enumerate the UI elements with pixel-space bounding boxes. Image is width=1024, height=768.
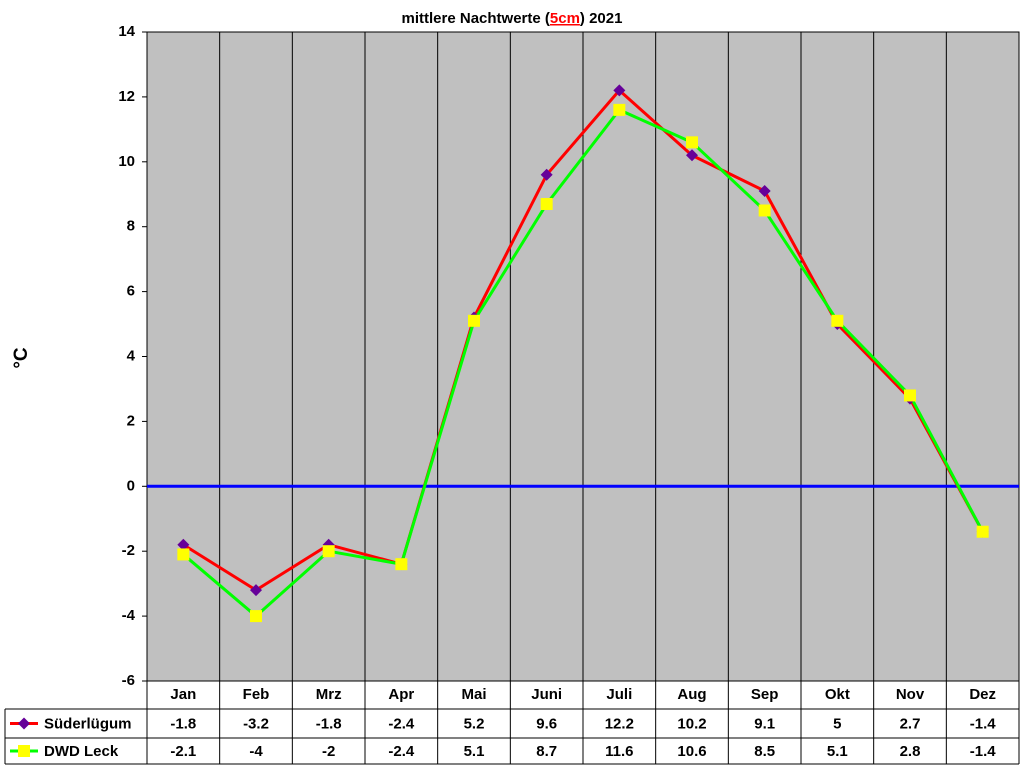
y-tick-label: 8 <box>127 218 135 235</box>
x-tick-label: Juli <box>606 686 632 703</box>
table-value: 11.6 <box>605 743 633 760</box>
marker <box>831 314 844 327</box>
y-tick-label: 2 <box>127 412 135 429</box>
marker <box>686 149 698 162</box>
y-tick-label: -6 <box>122 672 135 689</box>
table-value: -3.2 <box>243 715 269 732</box>
marker <box>540 168 553 181</box>
y-tick-label: 0 <box>127 477 135 494</box>
x-tick-label: Okt <box>825 686 850 703</box>
table-value: 9.6 <box>536 715 557 732</box>
x-tick-label: Aug <box>677 686 706 703</box>
x-tick-label: Dez <box>969 686 996 703</box>
table-value: 10.6 <box>677 743 706 760</box>
marker <box>904 389 916 402</box>
table-value: 9.1 <box>754 715 775 732</box>
legend-label: DWD Leck <box>44 743 119 760</box>
x-tick-label: Mrz <box>316 686 342 703</box>
marker <box>177 548 190 561</box>
series-line <box>182 108 984 619</box>
title-part: ) 2021 <box>580 10 623 27</box>
marker <box>613 84 626 97</box>
y-tick-label: 4 <box>127 347 136 364</box>
marker <box>613 103 626 116</box>
table-value: 2.7 <box>900 715 921 732</box>
x-tick-label: Jan <box>170 686 196 703</box>
table-value: -1.4 <box>970 743 997 760</box>
marker <box>686 136 698 149</box>
marker <box>177 538 190 551</box>
table-value: 5.2 <box>464 715 485 732</box>
table-value: 2.8 <box>900 743 921 760</box>
marker <box>468 314 480 327</box>
y-tick-label: -2 <box>122 542 135 559</box>
table-value: -2.4 <box>388 743 415 760</box>
table-value: 8.7 <box>536 743 557 760</box>
title-part: mittlere Nachtwerte ( <box>402 10 550 27</box>
x-tick-label: Apr <box>388 686 414 703</box>
series-line <box>182 88 984 592</box>
marker <box>758 204 771 217</box>
table-value: -1.8 <box>316 715 342 732</box>
table-value: -2.1 <box>170 743 196 760</box>
table-value: 10.2 <box>677 715 706 732</box>
y-tick-label: 14 <box>118 23 135 40</box>
x-tick-label: Mai <box>461 686 486 703</box>
table-value: 12.2 <box>605 715 634 732</box>
table-value: -1.4 <box>970 715 997 732</box>
legend-label: Süderlügum <box>44 715 132 732</box>
y-tick-label: 12 <box>118 88 135 105</box>
marker <box>250 584 262 597</box>
table-value: 8.5 <box>754 743 775 760</box>
table-value: -2.4 <box>388 715 415 732</box>
marker <box>250 610 262 623</box>
table-value: 5 <box>833 715 841 732</box>
marker <box>976 525 989 538</box>
table-value: -4 <box>249 743 263 760</box>
marker <box>322 545 335 558</box>
x-tick-label: Sep <box>751 686 779 703</box>
table-value: -1.8 <box>170 715 196 732</box>
x-tick-label: Juni <box>531 686 562 703</box>
table-value: -2 <box>322 743 335 760</box>
marker <box>395 558 408 571</box>
y-axis-label: °C <box>11 347 32 369</box>
marker <box>18 745 30 757</box>
marker <box>758 185 771 198</box>
y-tick-label: -4 <box>122 607 136 624</box>
chart-title: mittlere Nachtwerte (5cm) 2021 <box>402 10 623 27</box>
y-tick-label: 10 <box>118 153 135 170</box>
x-tick-label: Nov <box>896 686 925 703</box>
table-value: 5.1 <box>827 743 848 760</box>
marker <box>18 717 30 730</box>
marker <box>540 197 553 210</box>
table-value: 5.1 <box>464 743 485 760</box>
y-tick-label: 6 <box>127 283 135 300</box>
title-highlight: 5cm <box>550 10 580 27</box>
x-tick-label: Feb <box>243 686 270 703</box>
